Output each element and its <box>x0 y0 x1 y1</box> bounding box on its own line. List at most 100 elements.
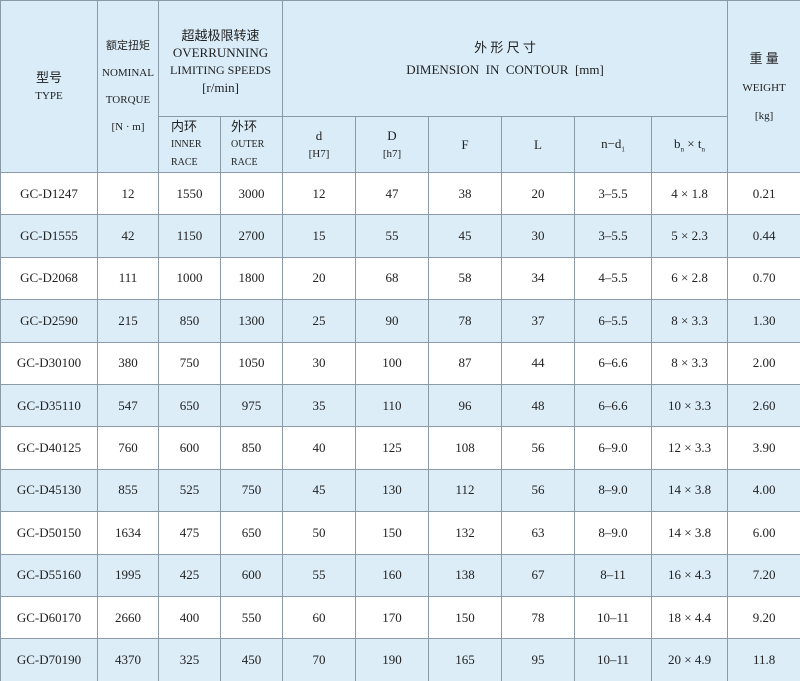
value-cell: 16 × 4.3 <box>650 553 729 597</box>
cn: 外环 <box>231 118 258 134</box>
value-cell: 87 <box>428 341 502 385</box>
value-cell: 400 <box>158 595 221 640</box>
dimension-header: 外 形 尺 寸 DIMENSION IN CONTOUR [mm] <box>281 0 729 117</box>
value-cell: 70 <box>282 638 356 681</box>
value-cell: 650 <box>158 383 221 428</box>
cn: 额定扭矩 <box>106 39 150 52</box>
value-cell: 20 <box>501 171 575 216</box>
type-cell: GC-D1247 <box>0 171 98 216</box>
value-cell: 0.21 <box>727 171 800 216</box>
value-cell: 760 <box>97 426 159 470</box>
subscript: n <box>701 145 706 154</box>
value-cell: 1800 <box>220 256 283 301</box>
label: × <box>684 135 698 151</box>
value-cell: 15 <box>282 214 356 258</box>
D-header: D [h7] <box>355 116 429 173</box>
value-cell: 150 <box>355 511 429 555</box>
value-cell: 20 <box>282 256 356 301</box>
nd-header: n−d1 <box>574 116 652 173</box>
label: b <box>674 135 681 151</box>
en: DIMENSION IN CONTOUR [mm] <box>406 61 604 77</box>
value-cell: 35 <box>282 383 356 428</box>
inner-header: 内环 INNER RACE <box>158 116 221 173</box>
bt-header: bn × tn <box>650 116 729 173</box>
value-cell: 42 <box>97 214 159 258</box>
type-cell: GC-D55160 <box>0 553 98 597</box>
L-header: L <box>501 116 575 173</box>
value-cell: 1550 <box>158 171 221 216</box>
value-cell: 8–9.0 <box>574 468 652 513</box>
value-cell: 25 <box>282 299 356 343</box>
value-cell: 8 × 3.3 <box>650 341 729 385</box>
value-cell: 750 <box>158 341 221 385</box>
table-row: GC-D70190 4370 325 450 70 190 165 95 10–11 20 × 4… <box>0 638 800 681</box>
table-row: GC-D30100 380 750 1050 30 100 87 44 6–6.6 8 × 3.3… <box>0 341 800 385</box>
cn: 外 形 尺 寸 <box>474 39 536 55</box>
en: WEIGHT <box>742 81 786 94</box>
value-cell: 170 <box>355 595 429 640</box>
en: RACE <box>171 156 198 168</box>
table-row: GC-D55160 1995 425 600 55 160 138 67 8–11 16 × 4.… <box>0 553 800 597</box>
value-cell: 30 <box>282 341 356 385</box>
en: RACE <box>231 156 258 168</box>
value-cell: 20 × 4.9 <box>650 638 729 681</box>
value-cell: 38 <box>428 171 502 216</box>
value-cell: 850 <box>220 426 283 470</box>
value-cell: 1995 <box>97 553 159 597</box>
table-header: 型号 TYPE 额定扭矩 NOMINAL TORQUE [N · m] 超越极限转速 OV… <box>0 0 800 173</box>
table-row: GC-D1247 12 1550 3000 12 47 38 20 3–5.5 4 × 1.8 0.… <box>0 171 800 216</box>
value-cell: 2.00 <box>727 341 800 385</box>
value-cell: 68 <box>355 256 429 301</box>
type-cell: GC-D35110 <box>0 383 98 428</box>
value-cell: 138 <box>428 553 502 597</box>
table-row: GC-D1555 42 1150 2700 15 55 45 30 3–5.5 5 × 2.3 0.… <box>0 214 800 258</box>
value-cell: 55 <box>355 214 429 258</box>
value-cell: 96 <box>428 383 502 428</box>
value-cell: 55 <box>282 553 356 597</box>
type-cell: GC-D45130 <box>0 468 98 513</box>
value-cell: 6–5.5 <box>574 299 652 343</box>
value-cell: 1050 <box>220 341 283 385</box>
value-cell: 63 <box>501 511 575 555</box>
table-row: GC-D2590 215 850 1300 25 90 78 37 6–5.5 8 × 3.3 1.… <box>0 299 800 343</box>
value-cell: 1300 <box>220 299 283 343</box>
value-cell: 8–9.0 <box>574 511 652 555</box>
label: n−d <box>601 135 622 151</box>
value-cell: 6–9.0 <box>574 426 652 470</box>
value-cell: 550 <box>220 595 283 640</box>
value-cell: 132 <box>428 511 502 555</box>
en: OVERRUNNING <box>172 45 269 60</box>
value-cell: 2700 <box>220 214 283 258</box>
label: d <box>315 127 323 143</box>
value-cell: 750 <box>220 468 283 513</box>
F-header: F <box>428 116 502 173</box>
value-cell: 45 <box>428 214 502 258</box>
value-cell: 30 <box>501 214 575 258</box>
value-cell: 4 × 1.8 <box>650 171 729 216</box>
type-header: 型号 TYPE <box>0 0 98 173</box>
value-cell: 10 × 3.3 <box>650 383 729 428</box>
unit: [r/min] <box>202 80 239 95</box>
value-cell: 47 <box>355 171 429 216</box>
value-cell: 4.00 <box>727 468 800 513</box>
value-cell: 40 <box>282 426 356 470</box>
value-cell: 34 <box>501 256 575 301</box>
value-cell: 14 × 3.8 <box>650 511 729 555</box>
subscript: n <box>680 145 685 154</box>
en: TORQUE <box>105 93 151 106</box>
en: OUTER <box>231 138 265 150</box>
d-header: d [H7] <box>282 116 356 173</box>
value-cell: 855 <box>97 468 159 513</box>
value-cell: 8 × 3.3 <box>650 299 729 343</box>
unit: [H7] <box>308 147 330 160</box>
value-cell: 14 × 3.8 <box>650 468 729 513</box>
value-cell: 1.30 <box>727 299 800 343</box>
type-cell: GC-D70190 <box>0 638 98 681</box>
value-cell: 1150 <box>158 214 221 258</box>
unit: [h7] <box>382 147 402 160</box>
value-cell: 165 <box>428 638 502 681</box>
value-cell: 0.44 <box>727 214 800 258</box>
unit: [N · m] <box>111 120 145 133</box>
value-cell: 600 <box>158 426 221 470</box>
